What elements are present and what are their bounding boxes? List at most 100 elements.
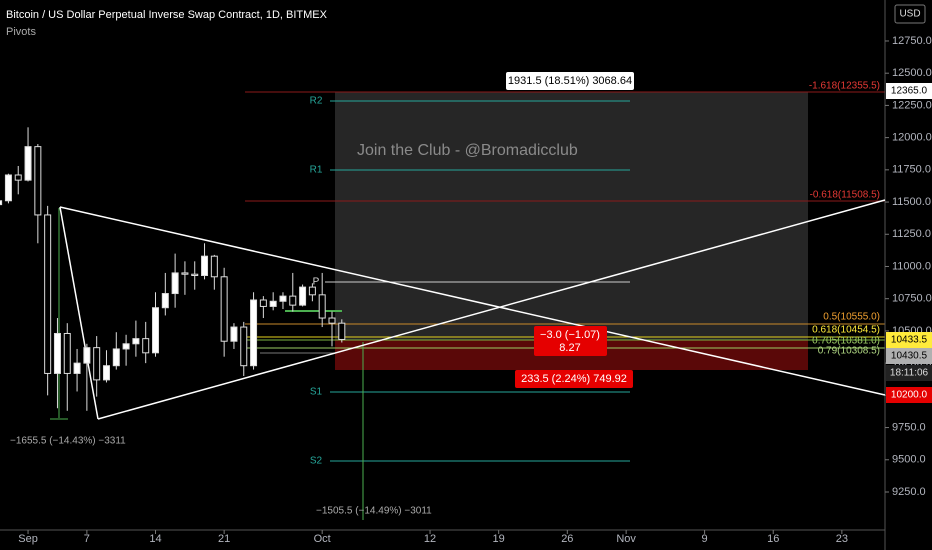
candle-body [142, 338, 150, 354]
candle-body [240, 326, 248, 367]
price-label: 12365.0 [891, 86, 928, 97]
x-tick-label: 12 [424, 533, 436, 545]
price-label-box [886, 83, 932, 99]
candle-body [63, 332, 71, 374]
triangle-line [59, 206, 886, 396]
candle-body [279, 295, 287, 302]
pivot-label: R2 [310, 96, 323, 107]
y-tick-label: 12250.0 [892, 99, 932, 111]
price-label: 10200.0 [891, 390, 928, 401]
y-tick-label: 12750.0 [892, 35, 932, 47]
measure-label-box [515, 370, 633, 388]
candle-body [93, 347, 101, 381]
fib-label: 0.618(10454.5) [812, 325, 880, 336]
y-tick-label: 11000.0 [892, 260, 931, 272]
measure-label-box [534, 326, 607, 356]
candle-body [102, 365, 110, 381]
chart-subtitle: Pivots [6, 26, 36, 38]
price-label-box [886, 332, 932, 348]
price-label: 10433.5 [891, 335, 928, 346]
y-tick-label: 10750.0 [892, 293, 932, 305]
fib-label: -1.618(12355.5) [809, 81, 880, 92]
candle-body [171, 272, 179, 295]
fib-label: 0.79(10308.5) [818, 346, 880, 357]
measure-label: 233.5 (2.24%) 749.92 [521, 373, 627, 385]
candle-body [318, 294, 326, 319]
measure-label: −1655.5 (−14.43%) −3311 [10, 436, 126, 447]
measure-label: 1931.5 (18.51%) 3068.64 [508, 75, 632, 87]
candle-body [14, 174, 22, 181]
candle-body [152, 307, 160, 354]
triangle-line [97, 199, 886, 420]
chart-title: Bitcoin / US Dollar Perpetual Inverse Sw… [6, 9, 328, 21]
candle-body [73, 362, 81, 374]
currency: USD [899, 9, 920, 20]
candle-body [181, 272, 189, 275]
candle-body [230, 326, 238, 342]
candle-body [269, 300, 277, 307]
candle-body [289, 295, 297, 306]
x-tick-label: Sep [18, 533, 38, 545]
candle-body [4, 174, 12, 202]
price-label: 10430.5 [891, 351, 928, 362]
measure-label-box [506, 72, 634, 90]
candle-body [161, 293, 169, 309]
fib-label: -0.618(11508.5) [810, 190, 880, 201]
y-axis-area [885, 0, 932, 550]
price-label-box [886, 387, 932, 403]
candle-body [53, 332, 61, 374]
candle-body [122, 343, 130, 350]
candle-body [24, 146, 32, 181]
y-tick-label: 11250.0 [892, 228, 931, 240]
candle-body [250, 299, 258, 367]
measure-label: 8.27 [559, 342, 580, 354]
candle-body [112, 348, 120, 367]
pivot-label: S2 [310, 456, 323, 467]
price-label: 18:11:06 [890, 368, 929, 379]
x-tick-label: Oct [314, 533, 331, 545]
y-tick-label: 9500.0 [892, 454, 926, 466]
pivot-label: P [313, 277, 320, 288]
candle-body [259, 299, 267, 307]
x-tick-label: 23 [836, 533, 848, 545]
pivot-label: R1 [310, 165, 323, 176]
y-tick-label: 12500.0 [892, 67, 932, 79]
x-tick-label: 7 [84, 533, 90, 545]
x-tick-label: 16 [767, 533, 779, 545]
candle-body [328, 317, 336, 324]
pivot-label: S1 [310, 387, 323, 398]
y-tick-label: 9750.0 [892, 421, 926, 433]
candle-body [220, 276, 228, 342]
x-tick-label: 21 [218, 533, 230, 545]
measure-label: −3.0 (−1.07) [540, 329, 600, 341]
candle-body [191, 273, 199, 277]
price-label-box [886, 365, 932, 381]
candle-body [308, 286, 316, 296]
candle-body [44, 214, 52, 374]
y-tick-label: 12000.0 [892, 132, 932, 144]
currency-box [894, 4, 926, 24]
y-tick-label: 9250.0 [892, 486, 926, 498]
candle-body [210, 255, 218, 278]
measure-label: −1505.5 (−14.49%) −3011 [316, 506, 432, 517]
x-tick-label: 9 [702, 533, 708, 545]
y-tick-label: 11500.0 [892, 196, 931, 208]
price-label-box [886, 348, 932, 364]
y-tick-label: 11750.0 [892, 164, 931, 176]
candle-body [83, 347, 91, 364]
watermark: Join the Club - @Bromadicclub [357, 142, 578, 159]
x-tick-label: 19 [493, 533, 505, 545]
candle-body [338, 322, 346, 340]
candle-body [132, 338, 140, 345]
candle-body [201, 255, 209, 277]
fib-label: 0.705(10381.0) [812, 336, 880, 347]
candle-body [299, 286, 307, 306]
range-box [335, 92, 808, 340]
candle-body [34, 146, 42, 216]
x-tick-label: 14 [149, 533, 161, 545]
fib-label: 0.5(10555.0) [823, 312, 880, 323]
x-tick-label: 26 [561, 533, 573, 545]
x-tick-label: Nov [616, 533, 636, 545]
